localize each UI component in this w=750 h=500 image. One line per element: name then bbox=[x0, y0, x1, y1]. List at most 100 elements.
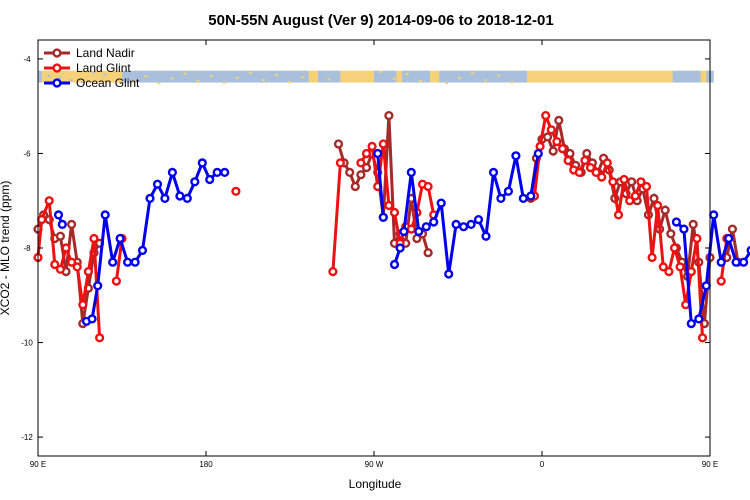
data-point bbox=[679, 224, 689, 234]
data-point bbox=[231, 186, 241, 196]
data-point bbox=[406, 167, 416, 178]
strip-speck bbox=[458, 77, 461, 80]
series-line bbox=[331, 162, 342, 272]
y-tick-label: -4 bbox=[23, 55, 31, 64]
y-tick-label: -10 bbox=[21, 339, 33, 348]
data-point bbox=[130, 257, 140, 267]
data-point bbox=[175, 191, 185, 201]
legend-label: Ocean Glint bbox=[76, 76, 140, 90]
data-point bbox=[345, 167, 355, 178]
data-point bbox=[66, 257, 77, 267]
data-point bbox=[389, 207, 400, 218]
data-point bbox=[671, 217, 682, 227]
strip-ocean-band bbox=[122, 70, 150, 83]
strip-speck bbox=[196, 79, 200, 82]
data-point bbox=[115, 233, 125, 244]
data-point bbox=[361, 163, 372, 173]
data-point bbox=[533, 148, 543, 159]
strip-ocean-band bbox=[374, 70, 397, 83]
data-point bbox=[613, 210, 624, 220]
data-point bbox=[145, 193, 155, 204]
data-point bbox=[496, 193, 506, 204]
data-point bbox=[451, 219, 461, 230]
data-point bbox=[686, 319, 696, 329]
data-point bbox=[122, 257, 133, 267]
data-point bbox=[111, 276, 122, 286]
x-tick-label: 90 W bbox=[365, 460, 384, 469]
data-point bbox=[681, 300, 691, 310]
data-point bbox=[546, 125, 556, 135]
data-point bbox=[167, 167, 178, 178]
data-point bbox=[384, 200, 394, 211]
legend-item: Land Glint bbox=[44, 61, 131, 75]
data-point bbox=[395, 243, 405, 253]
strip-speck bbox=[183, 72, 187, 75]
data-point bbox=[93, 281, 103, 291]
strip-speck bbox=[366, 75, 370, 78]
data-point bbox=[582, 148, 592, 159]
data-point bbox=[647, 252, 657, 263]
strip-ocean-band bbox=[196, 70, 309, 83]
data-point bbox=[709, 210, 719, 220]
data-point bbox=[664, 267, 674, 277]
x-tick-label: 90 E bbox=[702, 460, 718, 469]
data-point bbox=[423, 181, 433, 192]
data-point bbox=[160, 193, 170, 204]
legend-swatch-marker bbox=[52, 63, 62, 73]
legend-item: Land Nadir bbox=[44, 46, 135, 60]
strip-speck bbox=[157, 82, 161, 85]
data-point bbox=[197, 158, 207, 168]
data-point bbox=[746, 245, 750, 255]
strip-speck bbox=[131, 80, 135, 83]
strip-speck bbox=[431, 75, 435, 78]
y-tick-label: -8 bbox=[23, 244, 31, 253]
x-tick-label: 90 E bbox=[30, 460, 46, 469]
data-point bbox=[335, 158, 346, 168]
data-point bbox=[724, 233, 734, 244]
data-point bbox=[716, 257, 726, 267]
strip-speck bbox=[418, 79, 422, 82]
strip-speck bbox=[444, 82, 448, 85]
y-tick-label: -6 bbox=[23, 149, 31, 158]
strip-speck bbox=[392, 77, 396, 80]
data-point bbox=[602, 158, 612, 168]
data-point bbox=[473, 215, 484, 225]
legend-label: Land Nadir bbox=[76, 46, 135, 60]
data-point bbox=[94, 333, 105, 343]
data-point bbox=[526, 191, 536, 201]
series-ocean-glint bbox=[53, 148, 750, 329]
strip-speck bbox=[314, 71, 318, 74]
data-point bbox=[669, 243, 680, 253]
data-point bbox=[636, 177, 646, 187]
data-point bbox=[87, 314, 97, 324]
data-point bbox=[444, 269, 454, 279]
strip-speck bbox=[340, 73, 344, 76]
strip-ocean-band bbox=[318, 70, 341, 83]
data-point bbox=[557, 144, 568, 154]
legend-swatch-marker bbox=[52, 78, 62, 88]
strip-speck bbox=[80, 81, 84, 84]
data-point bbox=[182, 193, 192, 204]
data-point bbox=[658, 262, 668, 272]
data-point bbox=[220, 167, 230, 178]
data-point bbox=[44, 196, 54, 206]
data-point bbox=[205, 174, 215, 185]
chart-title: 50N-55N August (Ver 9) 2014-09-06 to 201… bbox=[208, 12, 553, 29]
data-point bbox=[488, 167, 499, 178]
data-point bbox=[190, 177, 200, 187]
data-point bbox=[429, 217, 439, 227]
series-layer bbox=[33, 110, 750, 343]
data-point bbox=[697, 333, 708, 343]
data-point bbox=[152, 179, 163, 189]
data-point bbox=[459, 222, 469, 232]
data-point bbox=[328, 267, 338, 277]
data-point bbox=[356, 158, 366, 168]
data-point bbox=[503, 186, 514, 196]
data-point bbox=[414, 226, 424, 237]
strip-speck bbox=[510, 81, 514, 84]
series-line bbox=[359, 142, 436, 244]
strip-ocean-band bbox=[150, 70, 197, 83]
data-point bbox=[731, 257, 741, 267]
